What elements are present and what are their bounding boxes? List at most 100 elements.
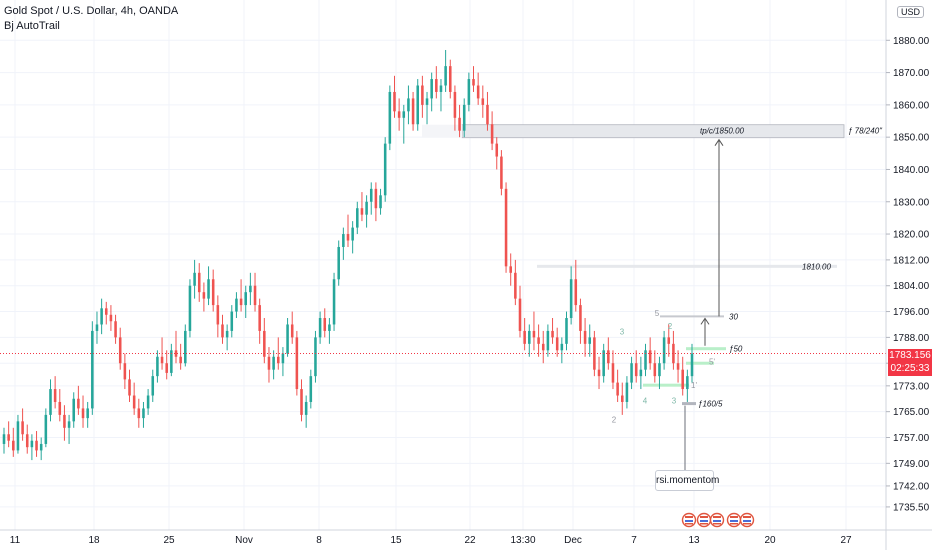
- candle-body: [430, 79, 433, 99]
- candle-body: [16, 421, 20, 451]
- candle-body: [63, 414, 66, 428]
- flag-stripe: [743, 516, 751, 518]
- time-tick-label: 22: [464, 535, 476, 546]
- candle-body: [402, 111, 406, 118]
- candle-body: [225, 330, 229, 338]
- event-flag-icon[interactable]: [681, 512, 697, 528]
- indicator-name[interactable]: Bj AutoTrail: [4, 20, 60, 32]
- price-tick-label: 1788.00: [893, 333, 930, 344]
- time-tick-label: 27: [840, 535, 852, 546]
- event-flag-icon[interactable]: [726, 512, 742, 528]
- price-axis[interactable]: 1735.50 1742.00 1749.00 1757.00 1765.00 1773.…: [885, 0, 930, 550]
- candle-body: [193, 272, 196, 286]
- candle-body: [128, 379, 131, 396]
- candle-body: [207, 279, 210, 299]
- candle-body: [109, 314, 113, 322]
- target-zone-label: tp/c/1850.00: [700, 127, 745, 136]
- candle-body: [67, 421, 71, 428]
- candle-body: [425, 98, 429, 105]
- candle-body: [532, 330, 536, 338]
- candle-body: [216, 305, 220, 325]
- event-flags[interactable]: [681, 512, 755, 528]
- candle-body: [611, 363, 615, 383]
- candle-body: [346, 234, 350, 241]
- candle-body: [142, 408, 145, 419]
- candle-body: [118, 337, 122, 364]
- chart-legend: Gold Spot / U.S. Dollar, 4h, OANDA Bj Au…: [4, 4, 178, 34]
- candle-body: [337, 246, 340, 280]
- candle-body: [518, 298, 522, 331]
- candle-body: [184, 330, 187, 364]
- target-zone-box: [461, 124, 845, 139]
- candle-body: [397, 111, 401, 118]
- candle-body: [634, 363, 638, 377]
- wave-count-label: 3: [620, 328, 625, 337]
- candle-body: [197, 272, 201, 293]
- candle-body: [439, 85, 443, 92]
- flag-stripe: [700, 516, 708, 518]
- candle-body: [374, 188, 378, 209]
- candle-body: [351, 227, 354, 241]
- candle-body: [481, 98, 485, 105]
- flag-stripe: [713, 516, 721, 518]
- level-label-f50: ƒ50: [729, 345, 743, 354]
- candle-body: [616, 382, 619, 396]
- candle-body: [528, 330, 531, 344]
- candle-body: [39, 443, 43, 451]
- candle-body: [667, 337, 671, 344]
- price-tick-label: 1773.00: [893, 381, 930, 392]
- price-tick-label: 1880.00: [893, 36, 930, 47]
- candle-body: [258, 305, 261, 331]
- candle-body: [170, 350, 173, 373]
- event-flag-icon[interactable]: [696, 512, 712, 528]
- event-flag-icon[interactable]: [739, 512, 755, 528]
- candle-body: [21, 421, 24, 435]
- candle-body: [662, 337, 666, 364]
- time-axis[interactable]: 11 18 25 Nov 8 15 22 13:30 Dec 7 13 20 27: [0, 529, 932, 546]
- candle-body: [77, 398, 80, 409]
- time-tick-label: 8: [316, 535, 322, 546]
- event-flag-icon[interactable]: [709, 512, 725, 528]
- wave-count-label: 5': [709, 358, 715, 367]
- candle-body: [490, 124, 494, 144]
- flag-stripe: [700, 523, 708, 525]
- time-tick-label: 15: [390, 535, 402, 546]
- target-zone-lead: [422, 124, 462, 138]
- candle-body: [132, 395, 136, 409]
- time-tick-label: 20: [764, 535, 776, 546]
- candle-body: [653, 363, 657, 377]
- candle-body: [560, 343, 564, 351]
- time-tick-label: Nov: [235, 535, 253, 546]
- candle-body: [644, 350, 647, 370]
- candle-body: [104, 308, 108, 315]
- bar-countdown: 02:25:33: [890, 363, 930, 374]
- candle-body: [25, 434, 29, 448]
- currency-button[interactable]: USD: [896, 6, 924, 18]
- candle-body: [421, 85, 424, 105]
- candle-body: [44, 414, 48, 444]
- candle-body: [541, 343, 545, 351]
- candle-body: [286, 324, 289, 354]
- candle-body: [551, 330, 554, 338]
- candle-body: [574, 279, 578, 306]
- candle-body: [160, 356, 164, 364]
- candle-body: [244, 292, 248, 306]
- candle-body: [495, 143, 499, 157]
- candle-body: [607, 350, 610, 364]
- candle-body: [211, 279, 215, 306]
- candle-body: [369, 188, 373, 202]
- candle-body: [165, 363, 168, 373]
- level-line-f160: [682, 402, 696, 406]
- candle-body: [174, 350, 178, 357]
- price-tick-label: 1840.00: [893, 165, 930, 176]
- candle-body: [407, 98, 410, 112]
- level-label-f160: ƒ160/5: [698, 400, 723, 409]
- symbol-title[interactable]: Gold Spot / U.S. Dollar, 4h, OANDA: [4, 5, 179, 17]
- wave-count-label: 3: [672, 396, 677, 405]
- candle-body: [221, 324, 224, 338]
- price-tick-label: 1860.00: [893, 100, 930, 111]
- price-tick-label: 1830.00: [893, 197, 930, 208]
- resistance-line-1810: [537, 264, 837, 268]
